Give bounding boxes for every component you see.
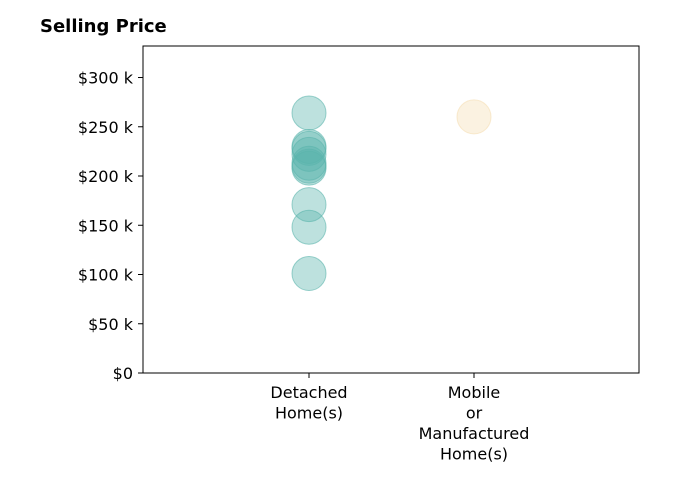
y-tick-label: $100 k [78, 266, 134, 285]
data-point [291, 209, 327, 245]
data-point [456, 99, 492, 135]
data-point [291, 150, 327, 186]
y-tick-label: $200 k [78, 167, 134, 186]
data-point [291, 95, 327, 131]
y-tick-label: $300 k [78, 69, 134, 88]
y-tick-label: $50 k [88, 315, 134, 334]
y-tick-label: $250 k [78, 118, 134, 137]
chart-title: Selling Price [40, 16, 167, 37]
plot-frame [142, 45, 640, 374]
data-point [291, 256, 327, 292]
y-tick-label: $0 [113, 364, 133, 383]
y-tick-label: $150 k [78, 216, 134, 235]
data-point [291, 187, 327, 223]
x-tick-label: Mobile or Manufactured Home(s) [419, 383, 530, 464]
data-point [291, 136, 327, 172]
plot-area: $0 $50 k $100 k $150 k $200 k $250 k $300 k Det… [78, 45, 640, 464]
x-tick-label: Detached Home(s) [270, 383, 347, 423]
